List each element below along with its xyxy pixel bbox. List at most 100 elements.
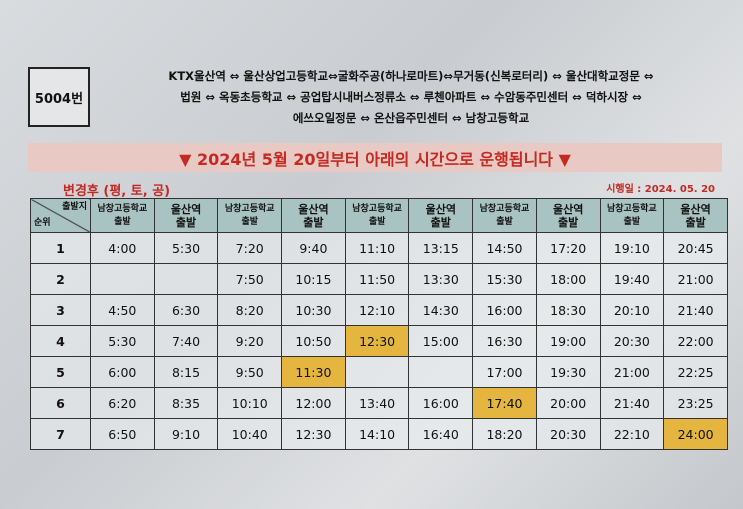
table-row: 4 5:30 7:40 9:20 10:50 12:30 15:00 16:30 19:00 20… xyxy=(30,325,728,357)
time-cell: 6:50 xyxy=(90,418,155,450)
rank-cell: 2 xyxy=(30,263,91,295)
time-cell: 16:00 xyxy=(408,387,474,419)
time-cell: 11:10 xyxy=(344,232,410,264)
time-cell: 23:25 xyxy=(663,387,728,419)
notice-banner: ▼ 2024년 5월 20일부터 아래의 시간으로 운행됩니다 ▼ xyxy=(28,143,722,172)
time-cell: 20:30 xyxy=(599,325,665,357)
column-origin: 울산역 xyxy=(680,202,711,216)
table-row: 7 6:50 9:10 10:40 12:30 14:10 16:40 18:20 20:30 2… xyxy=(30,418,728,450)
time-cell: 7:20 xyxy=(217,232,283,264)
route-line: KTX울산역 ⇔ 울산상업고등학교⇔굴화주공(하나로마트)⇔무거동(신복로터리)… xyxy=(168,69,654,83)
rank-cell: 1 xyxy=(30,232,91,264)
column-origin: 남창고등학교 xyxy=(97,203,148,214)
column-origin: 남창고등학교 xyxy=(607,203,657,214)
timetable: 출발지 순위 남창고등학교 출발 울산역 출발 남창고등학교 출발 울산역 출발 남창고등학교 출… xyxy=(30,198,728,450)
column-departure: 출발 xyxy=(114,216,131,227)
time-cell: 22:00 xyxy=(663,325,728,357)
time-cell: 10:15 xyxy=(281,263,346,295)
time-cell: 10:40 xyxy=(217,418,283,450)
time-cell: 6:00 xyxy=(90,356,155,388)
time-cell: 8:15 xyxy=(153,356,219,388)
rank-cell: 6 xyxy=(30,387,91,419)
time-cell: 21:00 xyxy=(599,356,665,388)
route-stops: KTX울산역 ⇔ 울산상업고등학교⇔굴화주공(하나로마트)⇔무거동(신복로터리)… xyxy=(96,66,726,129)
table-row: 2 7:50 10:15 11:50 13:30 15:30 18:00 19:40 21:00 xyxy=(30,263,728,295)
time-cell: 21:00 xyxy=(663,263,728,295)
time-cell: 16:30 xyxy=(472,325,537,357)
column-departure: 출발 xyxy=(368,216,386,227)
highlighted-time-cell: 11:30 xyxy=(281,356,346,388)
route-line: 에쓰오일정문 ⇔ 온산읍주민센터 ⇔ 남창고등학교 xyxy=(292,111,530,125)
time-cell: 22:25 xyxy=(663,356,728,388)
route-number: 5004번 xyxy=(28,67,90,127)
time-cell: 9:40 xyxy=(281,232,346,264)
rank-cell: 5 xyxy=(30,356,91,388)
column-origin: 남창고등학교 xyxy=(352,203,402,214)
time-cell: 7:50 xyxy=(217,263,283,295)
rank-cell: 4 xyxy=(30,325,91,357)
time-cell: 12:30 xyxy=(281,418,346,450)
time-cell: 6:30 xyxy=(153,294,219,326)
time-cell: 9:20 xyxy=(217,325,283,357)
time-cell: 12:00 xyxy=(281,387,346,419)
highlighted-time-cell: 24:00 xyxy=(663,418,728,450)
time-cell: 7:40 xyxy=(153,325,219,357)
time-cell xyxy=(153,263,219,295)
column-header: 울산역 출발 xyxy=(535,198,601,233)
time-cell: 20:30 xyxy=(535,418,601,450)
column-departure: 출발 xyxy=(623,216,641,227)
column-departure: 출발 xyxy=(303,215,324,229)
time-cell: 12:10 xyxy=(344,294,410,326)
column-header: 울산역 출발 xyxy=(153,198,219,233)
time-cell: 9:50 xyxy=(217,356,283,388)
time-cell: 13:40 xyxy=(344,387,410,419)
time-cell: 5:30 xyxy=(90,325,155,357)
rank-label: 순위 xyxy=(34,218,51,228)
highlighted-time-cell: 12:30 xyxy=(344,325,410,357)
corner-header: 출발지 순위 xyxy=(30,198,91,233)
time-cell xyxy=(344,356,410,388)
column-departure: 출발 xyxy=(175,215,197,229)
time-cell: 18:20 xyxy=(472,418,537,450)
time-cell: 16:00 xyxy=(472,294,537,326)
time-cell: 19:30 xyxy=(535,356,601,388)
origin-label: 출발지 xyxy=(62,202,87,212)
column-origin: 울산역 xyxy=(298,202,329,216)
time-cell: 4:00 xyxy=(90,232,155,264)
column-departure: 출발 xyxy=(430,215,451,229)
time-cell: 20:10 xyxy=(599,294,665,326)
time-cell: 19:40 xyxy=(599,263,665,295)
time-cell: 14:50 xyxy=(472,232,537,264)
column-header: 울산역 출발 xyxy=(663,198,728,233)
column-departure: 출발 xyxy=(241,216,258,227)
column-origin: 울산역 xyxy=(425,202,456,216)
time-cell xyxy=(90,263,155,295)
time-cell: 14:30 xyxy=(408,294,474,326)
time-cell: 15:30 xyxy=(472,263,537,295)
time-cell: 19:00 xyxy=(535,325,601,357)
time-cell: 13:30 xyxy=(408,263,474,295)
column-origin: 남창고등학교 xyxy=(479,203,530,214)
column-header: 남창고등학교 출발 xyxy=(472,198,537,233)
time-cell: 19:10 xyxy=(599,232,665,264)
time-cell: 4:50 xyxy=(90,294,155,326)
table-row: 1 4:00 5:30 7:20 9:40 11:10 13:15 14:50 17:20 19:… xyxy=(30,232,728,264)
time-cell: 14:10 xyxy=(344,418,410,450)
effective-date: 시행일 : 2024. 05. 20 xyxy=(606,184,715,195)
time-cell: 13:15 xyxy=(408,232,474,264)
schedule-subtitle: 변경후 (평, 토, 공) xyxy=(63,184,171,199)
time-cell: 21:40 xyxy=(599,387,665,419)
table-row: 5 6:00 8:15 9:50 11:30 17:00 19:30 21:00 22:25 xyxy=(30,356,728,388)
time-cell: 22:10 xyxy=(599,418,665,450)
column-origin: 남창고등학교 xyxy=(224,203,275,214)
time-cell: 17:20 xyxy=(535,232,601,264)
time-cell: 18:30 xyxy=(535,294,601,326)
time-cell: 10:50 xyxy=(281,325,346,357)
time-cell: 11:50 xyxy=(344,263,410,295)
time-cell: 18:00 xyxy=(535,263,601,295)
table-row: 6 6:20 8:35 10:10 12:00 13:40 16:00 17:40 20:00 2… xyxy=(30,387,728,419)
route-line: 법원 ⇔ 옥동초등학교 ⇔ 공업탑시내버스정류소 ⇔ 루첸아파트 ⇔ 수암동주민… xyxy=(180,90,642,104)
